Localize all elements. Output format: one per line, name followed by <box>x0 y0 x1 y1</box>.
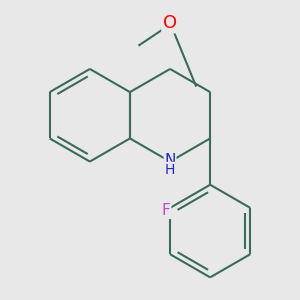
Text: N: N <box>164 153 176 168</box>
Text: H: H <box>165 163 175 176</box>
Text: F: F <box>161 203 170 218</box>
Text: O: O <box>163 14 177 32</box>
